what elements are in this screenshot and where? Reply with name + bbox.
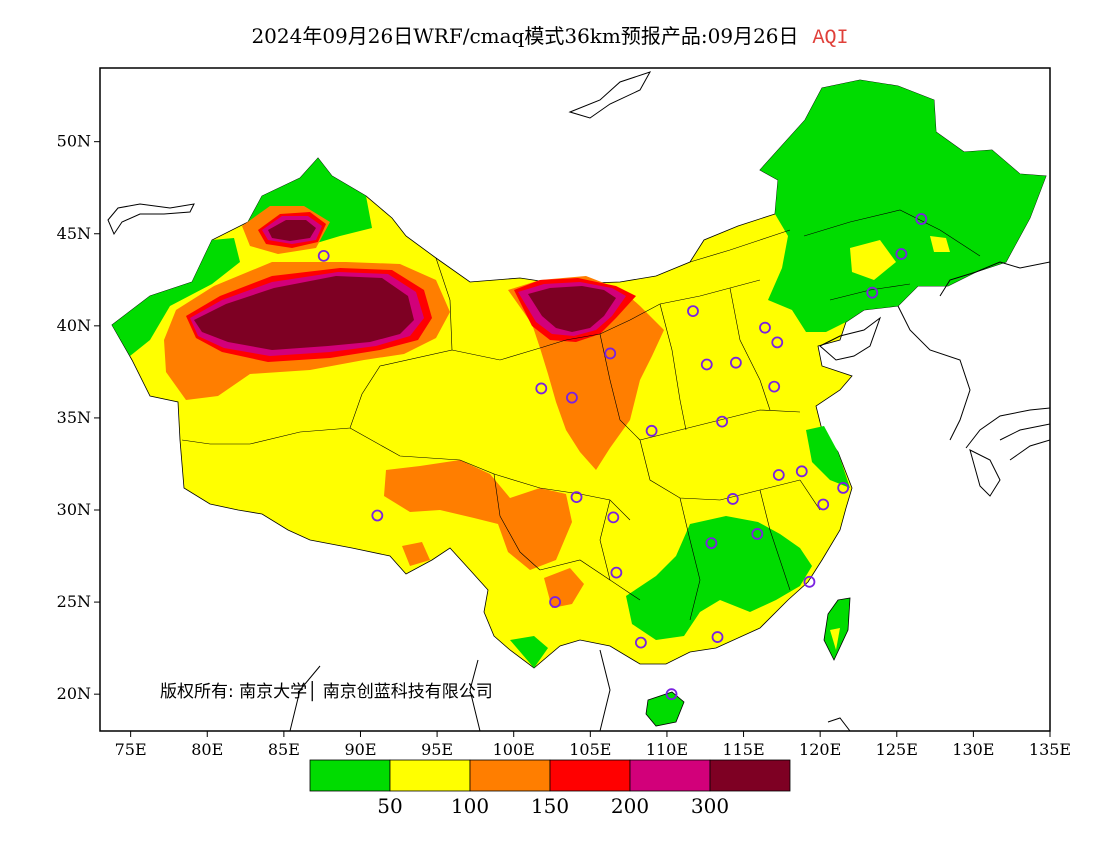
green-southwest [510, 636, 548, 668]
lon-label: 80E [191, 740, 223, 759]
station-marker [895, 248, 908, 260]
lat-label: 35N [57, 408, 91, 427]
colorbar-swatch [469, 759, 551, 792]
orange-tibet [384, 460, 572, 570]
lat-label: 25N [57, 592, 91, 611]
province-boundaries [181, 209, 981, 621]
station-marker [566, 391, 578, 404]
station-marker [711, 631, 724, 643]
station-marker [645, 424, 658, 437]
green-south [626, 516, 812, 640]
station-marker [687, 305, 699, 318]
title-text: 2024年09月26日WRF/cmaq模式36km预报产品:09月26日 [251, 24, 799, 48]
colorbar-label: 300 [691, 794, 729, 818]
map-plot-area: 版权所有: 南京大学│ 南京创蓝科技有限公司 [100, 68, 1050, 731]
station-marker [915, 213, 928, 225]
colorbar-swatch [389, 759, 471, 792]
station-marker [570, 491, 583, 504]
station-marker [317, 249, 330, 262]
station-marker [535, 382, 548, 395]
colorbar-swatch [629, 759, 711, 792]
green-west-xinjiang [112, 238, 240, 356]
yellow-patch-ne-2 [930, 236, 950, 252]
station-marker [726, 493, 739, 505]
station-marker [771, 336, 784, 349]
map-axes: 75E 80E 85E 90E 95E 100E 105E 110E 115E 120E 125E 1… [57, 132, 1071, 759]
colorbar-swatch [309, 759, 391, 792]
variable-label: AQI [812, 27, 849, 50]
station-marker [759, 321, 771, 334]
station-marker [634, 636, 647, 649]
colorbar-label: 100 [451, 794, 489, 818]
station-marker [751, 528, 764, 540]
maroon-taklimakan [194, 276, 414, 350]
lon-label: 95E [421, 740, 453, 759]
colorbar-swatch [549, 759, 631, 792]
orange-small-1 [402, 542, 430, 566]
lon-label: 115E [722, 740, 764, 759]
station-marker [803, 575, 816, 588]
colorbar-swatch [709, 759, 791, 792]
lon-label: 125E [876, 740, 918, 759]
station-marker [549, 596, 561, 608]
station-marker [772, 469, 785, 481]
station-marker [607, 511, 620, 524]
lon-label: 135E [1029, 740, 1071, 759]
lat-label: 45N [57, 224, 91, 243]
colorbar-label: 50 [377, 794, 402, 818]
colorbar-label: 150 [531, 794, 569, 818]
green-east [806, 426, 850, 488]
station-marker [371, 509, 384, 522]
station-marker [729, 356, 742, 369]
copyright-text: 版权所有: 南京大学│ 南京创蓝科技有限公司 [160, 681, 493, 702]
maroon-dzungaria [268, 220, 316, 241]
lat-label: 40N [57, 316, 91, 335]
station-marker [665, 688, 678, 701]
lon-label: 75E [115, 740, 147, 759]
station-marker [705, 537, 718, 550]
station-marker [716, 415, 728, 428]
station-marker [768, 380, 781, 393]
station-marker [837, 481, 850, 494]
lon-label: 120E [799, 740, 841, 759]
hainan [645, 691, 685, 727]
colorbar-label: 200 [611, 794, 649, 818]
lon-label: 110E [646, 740, 688, 759]
lon-label: 100E [493, 740, 535, 759]
station-marker [604, 347, 617, 360]
lon-label: 85E [268, 740, 300, 759]
lat-label: 30N [57, 500, 91, 519]
taiwan-yellow [830, 628, 840, 650]
lon-label: 90E [344, 740, 376, 759]
coastlines [107, 71, 1050, 731]
yellow-patch-ne [850, 240, 896, 280]
maroon-gobi [528, 286, 616, 332]
station-marker [700, 358, 713, 371]
chart-title: 2024年09月26日WRF/cmaq模式36km预报产品:09月26日 AQI [0, 20, 1100, 50]
green-northeast [760, 80, 1046, 332]
map-frame [99, 67, 1051, 732]
lon-label: 105E [569, 740, 611, 759]
station-markers [317, 213, 928, 701]
station-marker [866, 286, 879, 299]
lat-label: 50N [57, 132, 91, 151]
station-marker [795, 465, 808, 478]
lat-label: 20N [57, 684, 91, 703]
station-marker [610, 566, 623, 579]
lon-label: 130E [952, 740, 994, 759]
aqi-colorbar: 50 100 150 200 300 [309, 759, 791, 818]
station-marker [817, 498, 830, 511]
